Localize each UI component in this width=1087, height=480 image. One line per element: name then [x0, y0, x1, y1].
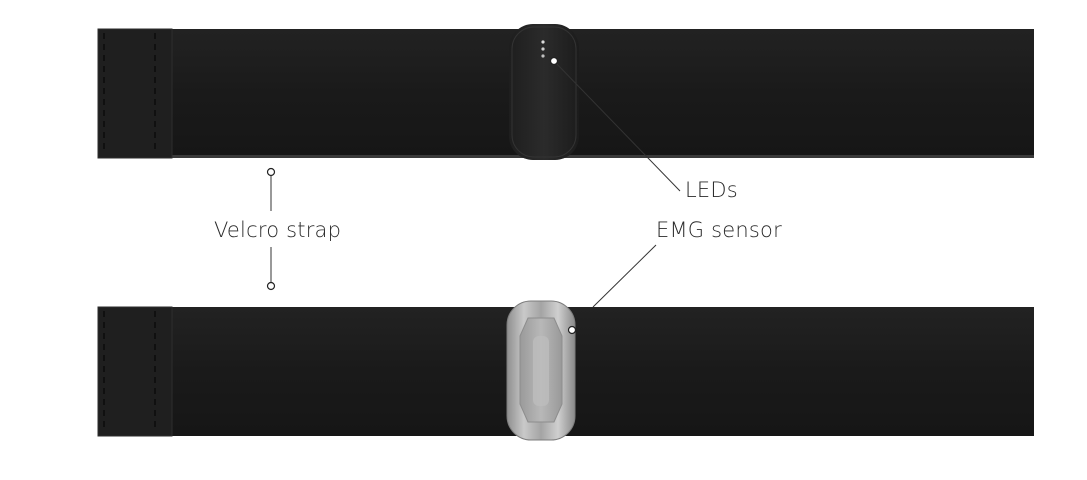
- bottom-velcro-patch: [97, 306, 173, 437]
- emg-sensor-pod: [506, 300, 576, 441]
- velcro-strap-callout: [266, 167, 276, 291]
- led-indicator: [541, 47, 545, 51]
- led-sensor-pod: [509, 24, 579, 160]
- top-velcro-patch: [97, 28, 173, 159]
- leds-callout: [549, 56, 681, 192]
- velcro-strap-label: Velcro strap: [214, 218, 342, 242]
- emg-sensor-label: EMG sensor: [656, 218, 782, 242]
- leds-label: LEDs: [685, 178, 738, 202]
- led-indicator: [541, 40, 545, 44]
- top-armband: [97, 24, 1034, 160]
- led-indicator: [541, 54, 545, 58]
- emg-sensor-callout: [567, 244, 657, 335]
- bottom-armband: [97, 300, 1034, 441]
